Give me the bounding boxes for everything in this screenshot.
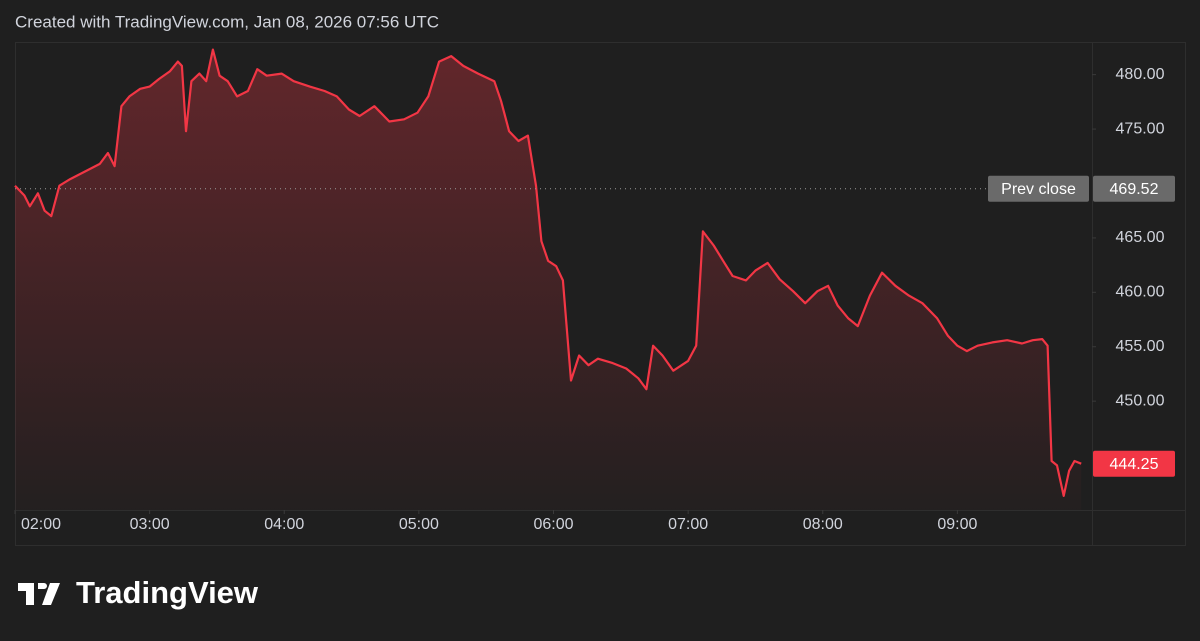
chart-title: Created with TradingView.com, Jan 08, 20… xyxy=(15,12,439,31)
y-tick-label: 480.00 xyxy=(1116,66,1165,83)
last-price-label: 444.25 xyxy=(1110,456,1159,473)
x-tick-label: 08:00 xyxy=(803,516,843,533)
last-price-tag xyxy=(1093,450,1175,477)
x-tick-label: 04:00 xyxy=(264,516,304,533)
x-tick-label: 02:00 xyxy=(21,516,61,533)
prev-close-label: Prev close xyxy=(1001,181,1076,198)
prev-close-value-tag xyxy=(1093,175,1175,202)
logo-text: TradingView xyxy=(76,575,259,610)
y-tick-label: 465.00 xyxy=(1116,229,1165,246)
x-tick-label: 09:00 xyxy=(937,516,977,533)
prev-close-tag xyxy=(988,175,1089,202)
y-tick-label: 460.00 xyxy=(1116,284,1165,301)
y-tick-label: 450.00 xyxy=(1116,392,1165,409)
y-tick-label: 475.00 xyxy=(1116,120,1165,137)
price-line xyxy=(14,48,1082,497)
x-tick-label: 03:00 xyxy=(130,516,170,533)
prev-close-value: 469.52 xyxy=(1110,181,1159,198)
x-tick-label: 05:00 xyxy=(399,516,439,533)
area xyxy=(15,49,1082,510)
x-tick-label: 07:00 xyxy=(668,516,708,533)
y-tick-label: 455.00 xyxy=(1116,338,1165,355)
logo: TradingView xyxy=(18,575,259,610)
x-tick-label: 06:00 xyxy=(533,516,573,533)
logo-icon xyxy=(18,583,60,605)
